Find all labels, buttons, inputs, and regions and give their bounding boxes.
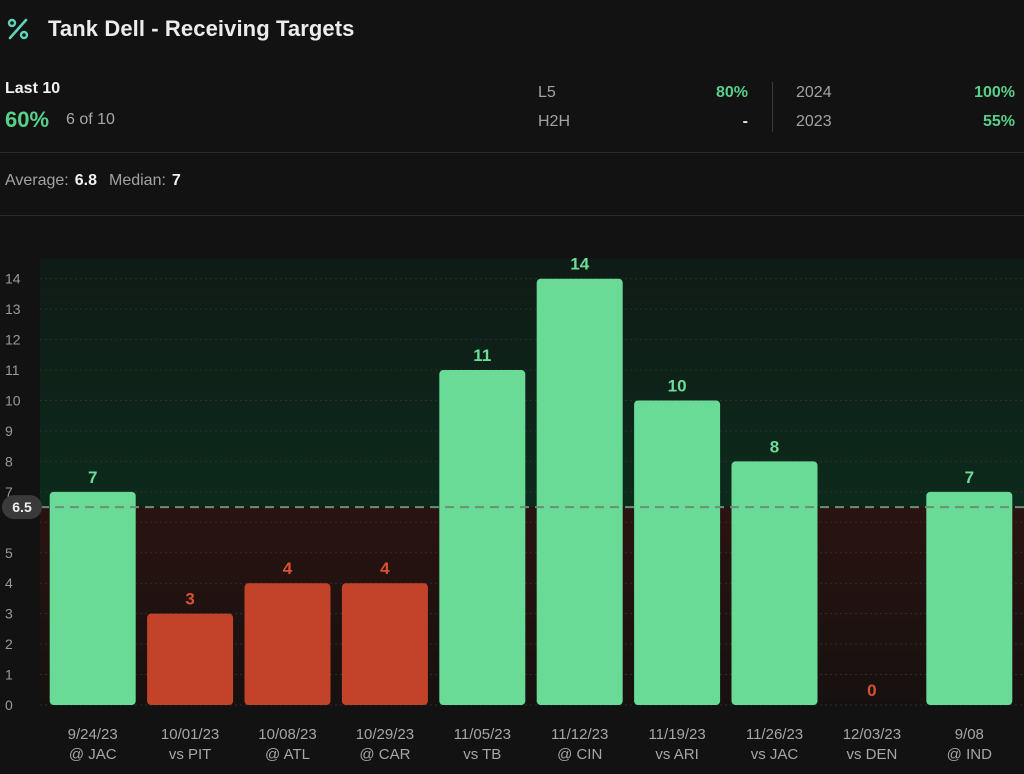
stat-value-2024: 100% <box>974 84 1015 101</box>
y-tick-label: 0 <box>5 697 13 713</box>
stat-value-h2h: - <box>742 113 748 130</box>
x-tick-label-opponent: @ IND <box>947 746 992 763</box>
y-tick-label: 1 <box>5 667 13 683</box>
median-label: Median: <box>109 172 166 189</box>
divider-top <box>0 152 1024 153</box>
x-tick-label-date: 11/05/23 <box>454 726 511 743</box>
x-tick-label-opponent: @ JAC <box>69 746 117 763</box>
bar <box>439 370 526 705</box>
y-tick-label: 11 <box>5 362 20 378</box>
y-tick-label: 12 <box>5 332 21 348</box>
bar-value-label: 8 <box>770 437 779 456</box>
average-median-row: Average: 6.8 Median: 7 <box>5 172 181 190</box>
bar <box>536 278 623 705</box>
bar <box>341 583 428 705</box>
y-tick-label: 4 <box>5 575 13 591</box>
y-tick-label: 2 <box>5 636 13 652</box>
bar <box>49 491 136 705</box>
y-tick-label: 5 <box>5 545 13 561</box>
bar-value-label: 7 <box>965 468 974 487</box>
bar <box>926 491 1013 705</box>
x-tick-label-date: 10/29/23 <box>356 726 414 743</box>
y-tick-label: 13 <box>5 301 21 317</box>
y-tick-label: 14 <box>5 271 21 287</box>
percent-icon <box>7 18 29 40</box>
bar <box>244 583 331 705</box>
y-tick-label: 3 <box>5 606 13 622</box>
y-tick-label: 8 <box>5 453 13 469</box>
bar-value-label: 7 <box>88 468 97 487</box>
y-tick-label: 7 <box>5 484 13 500</box>
x-tick-label-date: 9/24/23 <box>68 726 118 743</box>
bar-value-label: 11 <box>473 346 491 365</box>
x-tick-label-date: 11/12/23 <box>551 726 608 743</box>
bar-value-label: 4 <box>283 559 293 578</box>
x-tick-label-date: 11/19/23 <box>648 726 705 743</box>
bar <box>634 400 721 705</box>
y-tick-label: 9 <box>5 423 13 439</box>
average-value: 6.8 <box>74 172 97 189</box>
chart-title: Tank Dell - Receiving Targets <box>48 16 355 41</box>
bar-value-label: 14 <box>570 255 589 274</box>
last10-label: Last 10 <box>5 80 61 97</box>
x-tick-label-date: 11/26/23 <box>746 726 803 743</box>
stat-label-2023: 2023 <box>796 113 832 130</box>
stat-value-2023: 55% <box>982 113 1015 130</box>
last10-count: 6 of 10 <box>66 111 115 128</box>
x-tick-label-opponent: vs TB <box>463 746 501 763</box>
over-zone <box>40 258 1024 508</box>
chart-header: Tank Dell - Receiving Targets <box>0 0 1024 60</box>
x-tick-label-date: 10/08/23 <box>258 726 316 743</box>
average-label: Average: <box>5 172 69 189</box>
x-tick-label-opponent: @ ATL <box>265 746 310 763</box>
bar-value-label: 3 <box>185 590 194 609</box>
x-tick-label-opponent: vs JAC <box>751 746 799 763</box>
x-tick-label-date: 9/08 <box>955 726 984 743</box>
stat-label-h2h: H2H <box>538 113 571 130</box>
x-tick-label-opponent: vs PIT <box>169 746 212 763</box>
bar-value-label: 4 <box>380 559 390 578</box>
bar <box>147 613 234 705</box>
bar-value-label: 10 <box>668 377 687 396</box>
stat-label-l5: L5 <box>538 84 556 101</box>
x-tick-label-opponent: vs ARI <box>655 746 698 763</box>
x-tick-label-opponent: @ CIN <box>557 746 602 763</box>
x-tick-label-opponent: vs DEN <box>846 746 897 763</box>
bar <box>731 461 818 705</box>
last10-percentage: 60% <box>5 107 50 132</box>
x-tick-label-date: 10/01/23 <box>161 726 219 743</box>
divider-bottom <box>0 215 1024 216</box>
stats-divider <box>772 82 773 132</box>
stat-label-2024: 2024 <box>796 84 832 101</box>
threshold-badge <box>2 495 42 520</box>
threshold-label: 6.5 <box>12 499 32 515</box>
bar-value-label: 0 <box>867 681 876 700</box>
x-tick-label-opponent: @ CAR <box>359 746 410 763</box>
y-tick-label: 10 <box>5 393 21 409</box>
stat-value-l5: 80% <box>715 84 748 101</box>
median-value: 7 <box>171 172 181 189</box>
x-tick-label-date: 12/03/23 <box>843 726 901 743</box>
